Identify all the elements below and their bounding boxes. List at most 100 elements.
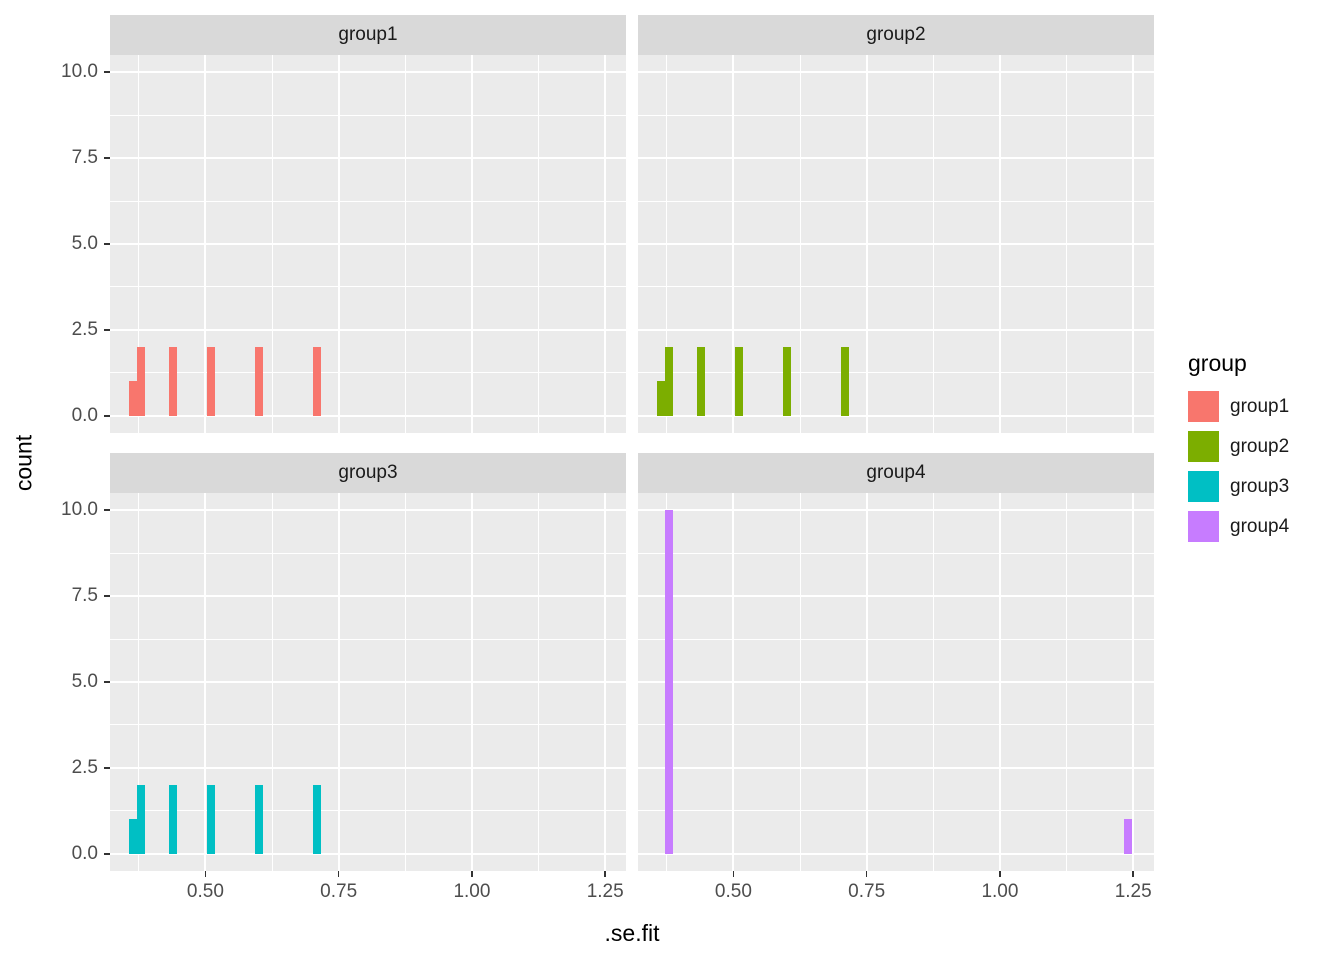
x-tick-label: 0.50: [714, 881, 752, 902]
histogram-bar: [137, 785, 146, 854]
x-major-gridline: [470, 55, 473, 433]
y-major-gridline: [110, 681, 626, 683]
y-tick-label: 7.5: [71, 147, 98, 169]
y-tick-label: 5.0: [71, 671, 98, 692]
facet-strip-label: group2: [866, 24, 926, 45]
legend-item-group4: group4: [1188, 511, 1342, 542]
facet-panel-group3: [110, 493, 626, 871]
x-major-gridline: [865, 55, 868, 433]
x-major-gridline: [604, 493, 607, 871]
legend-key-swatch: [1188, 471, 1219, 502]
histogram-bar: [665, 510, 674, 854]
facet-strip-group3: group3: [110, 453, 626, 493]
facet-panel-group4: [638, 493, 1154, 871]
y-tick-label: 10.0: [61, 61, 98, 83]
y-major-gridline: [110, 595, 626, 598]
histogram-bar: [169, 347, 178, 416]
legend-item-group3: group3: [1188, 471, 1342, 502]
histogram-bar: [697, 347, 706, 416]
x-axis-title: .se.fit: [604, 920, 660, 946]
facet-panel-group1: [110, 55, 626, 433]
y-tick-mark: [104, 681, 110, 683]
y-major-gridline: [638, 71, 1154, 74]
y-tick-label: 2.5: [71, 756, 98, 778]
y-minor-gridline: [638, 638, 1154, 640]
x-major-gridline: [470, 493, 473, 871]
y-tick-mark: [104, 157, 110, 159]
legend-key-swatch: [1188, 511, 1219, 542]
x-major-gridline: [732, 55, 735, 433]
x-tick-label: 1.25: [1114, 881, 1152, 902]
x-major-gridline: [998, 55, 1001, 433]
y-tick-label: 0.0: [71, 842, 98, 864]
legend-entries: group1 group2 group3 group4: [1188, 391, 1342, 542]
x-major-gridline: [865, 493, 868, 871]
y-minor-gridline: [110, 724, 626, 726]
x-major-gridline: [1132, 493, 1135, 871]
y-tick-label: 0.0: [71, 404, 98, 426]
y-major-gridline: [110, 766, 626, 769]
y-major-gridline: [638, 681, 1154, 683]
y-tick-mark: [104, 509, 110, 511]
histogram-bar: [129, 381, 138, 416]
y-minor-gridline: [638, 372, 1154, 374]
legend-key-swatch: [1188, 391, 1219, 422]
y-tick-label: 5.0: [71, 233, 98, 254]
y-minor-gridline: [638, 114, 1154, 116]
y-major-gridline: [638, 509, 1154, 512]
y-major-gridline: [638, 766, 1154, 769]
y-minor-gridline: [638, 200, 1154, 202]
legend-key-label: group1: [1230, 395, 1290, 417]
y-major-gridline: [110, 243, 626, 245]
x-tick-label: 1.00: [981, 881, 1019, 902]
histogram-bar: [665, 347, 674, 416]
y-major-gridline: [638, 243, 1154, 245]
x-tick-label: 0.50: [186, 881, 224, 902]
y-major-gridline: [110, 852, 626, 855]
histogram-bar: [782, 347, 791, 416]
x-major-gridline: [204, 55, 207, 433]
x-tick-label: 1.00: [453, 881, 491, 902]
x-major-gridline: [604, 55, 607, 433]
y-tick-mark: [104, 243, 110, 245]
y-minor-gridline: [110, 200, 626, 202]
x-tick-mark: [865, 871, 868, 877]
y-major-gridline: [110, 509, 626, 512]
facet-strip-label: group3: [338, 462, 398, 483]
legend-key-label: group3: [1230, 475, 1290, 497]
y-minor-gridline: [638, 724, 1154, 726]
y-tick-label: 10.0: [61, 499, 98, 521]
legend-item-group1: group1: [1188, 391, 1342, 422]
y-minor-gridline: [110, 810, 626, 812]
y-minor-gridline: [638, 552, 1154, 554]
histogram-bar: [254, 347, 263, 416]
x-major-gridline: [204, 493, 207, 871]
histogram-bar: [1123, 819, 1132, 854]
histogram-bar: [254, 785, 263, 854]
facet-strip-group1: group1: [110, 15, 626, 55]
histogram-bar: [206, 785, 215, 854]
y-tick-mark: [104, 595, 110, 597]
y-major-gridline: [110, 414, 626, 417]
histogram-bar: [137, 347, 146, 416]
x-tick-label: 0.75: [848, 881, 886, 902]
y-tick-mark: [104, 853, 110, 855]
x-major-gridline: [732, 493, 735, 871]
facet-strip-label: group4: [866, 462, 926, 483]
histogram-bar: [206, 347, 215, 416]
x-tick-mark: [1132, 871, 1134, 877]
y-major-gridline: [638, 414, 1154, 417]
x-major-gridline: [337, 55, 340, 433]
facet-panel-group2: [638, 55, 1154, 433]
histogram-bar: [129, 819, 138, 854]
y-major-gridline: [638, 852, 1154, 855]
x-tick-mark: [471, 871, 473, 877]
legend-key-label: group2: [1230, 435, 1290, 457]
y-tick-label: 7.5: [71, 585, 98, 607]
y-minor-gridline: [110, 372, 626, 374]
legend: group group1 group2 group3 group4: [1188, 350, 1342, 551]
legend-key-label: group4: [1230, 515, 1290, 537]
histogram-bar: [313, 347, 322, 416]
x-tick-mark: [204, 871, 207, 877]
